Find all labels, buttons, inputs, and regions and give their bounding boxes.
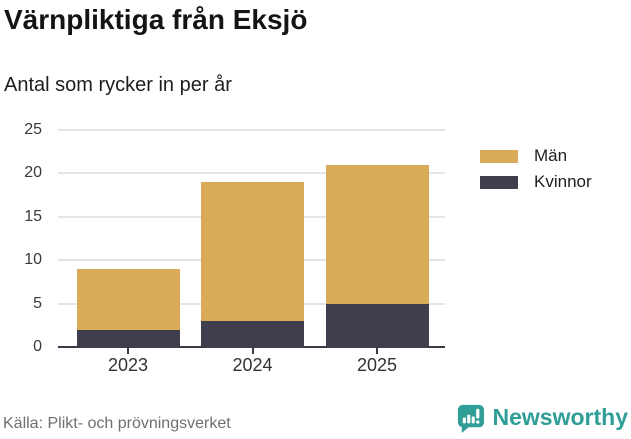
legend-swatch-man [480, 149, 518, 163]
legend-swatch-kvinnor [480, 175, 518, 189]
source-text: Källa: Plikt- och prövningsverket [3, 415, 231, 432]
bar-2023-kvinnor [76, 329, 180, 347]
newsworthy-logo-icon [457, 404, 484, 433]
plot-area [58, 129, 445, 354]
x-tick-2025 [376, 348, 378, 354]
bar-2024-kvinnor [201, 320, 304, 347]
legend: Män Kvinnor [480, 146, 592, 201]
legend-label-kvinnor: Kvinnor [534, 172, 592, 191]
y-axis: 0 5 10 15 20 25 [0, 121, 46, 355]
y-tick-label-20: 20 [24, 164, 42, 182]
newsworthy-brand: Newsworthy [455, 402, 628, 433]
bar-2025-män [325, 164, 429, 304]
x-axis-line [58, 346, 445, 348]
gridline-y20 [58, 172, 445, 175]
x-tick-2024 [251, 348, 254, 354]
bar-2025-kvinnor [325, 303, 429, 347]
x-tick-label-2023: 2023 [107, 355, 149, 375]
x-tick-label-2024: 2024 [232, 355, 273, 375]
x-axis: 2023 2024 2025 [58, 355, 445, 379]
y-tick-label-0: 0 [33, 338, 42, 355]
y-tick-label-15: 15 [24, 207, 42, 225]
brand-name: Newsworthy [492, 404, 628, 430]
bar-2024-män [201, 182, 304, 321]
x-tick-label-2025: 2025 [356, 355, 398, 375]
chart-subtitle: Antal som rycker in per år [4, 74, 232, 96]
bar-2023-män [76, 268, 180, 330]
gridline-y25 [58, 129, 445, 131]
legend-item-man: Män [480, 146, 592, 165]
y-tick-label-25: 25 [24, 121, 42, 138]
legend-item-kvinnor: Kvinnor [480, 172, 592, 191]
chart-title: Värnpliktiga från Eksjö [4, 4, 308, 35]
y-tick-label-5: 5 [33, 294, 42, 312]
x-tick-2023 [127, 348, 129, 354]
y-tick-label-10: 10 [24, 251, 42, 269]
legend-label-man: Män [534, 146, 568, 165]
